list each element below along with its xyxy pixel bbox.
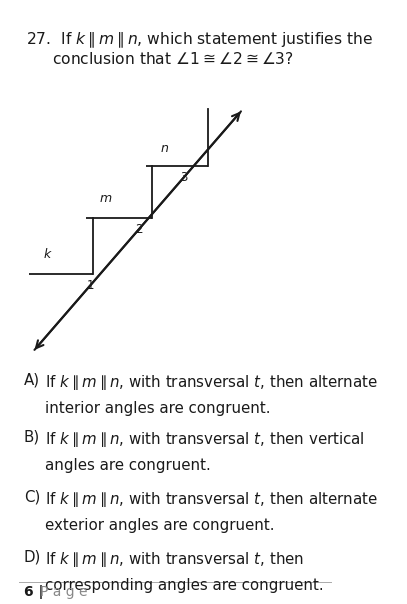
Text: P a g e: P a g e (40, 585, 88, 599)
Text: interior angles are congruent.: interior angles are congruent. (45, 401, 270, 416)
Text: $k$: $k$ (44, 247, 53, 261)
Text: 3: 3 (180, 171, 188, 184)
Text: B): B) (24, 430, 40, 445)
Text: angles are congruent.: angles are congruent. (45, 458, 210, 473)
Text: conclusion that $\angle 1 \cong \angle 2 \cong \angle 3$?: conclusion that $\angle 1 \cong \angle 2… (52, 51, 294, 67)
Text: If $k \parallel m \parallel n$, with transversal $t$, then alternate: If $k \parallel m \parallel n$, with tra… (45, 373, 378, 392)
Text: D): D) (24, 550, 42, 565)
Text: corresponding angles are congruent.: corresponding angles are congruent. (45, 578, 324, 593)
Text: $m$: $m$ (99, 192, 112, 205)
Text: 2: 2 (135, 223, 142, 236)
Text: If $k \parallel m \parallel n$, with transversal $t$, then: If $k \parallel m \parallel n$, with tra… (45, 550, 304, 569)
Text: $n$: $n$ (160, 143, 169, 155)
Text: exterior angles are congruent.: exterior angles are congruent. (45, 518, 274, 533)
Text: If $k \parallel m \parallel n$, with transversal $t$, then alternate: If $k \parallel m \parallel n$, with tra… (45, 490, 378, 509)
Text: A): A) (24, 373, 40, 388)
Text: 1: 1 (87, 279, 94, 292)
Text: 6 |: 6 | (24, 585, 44, 599)
Text: C): C) (24, 490, 40, 505)
Text: If $k \parallel m \parallel n$, with transversal $t$, then vertical: If $k \parallel m \parallel n$, with tra… (45, 430, 365, 449)
Text: 27.  If $k \parallel m \parallel n$, which statement justifies the: 27. If $k \parallel m \parallel n$, whic… (26, 30, 373, 50)
